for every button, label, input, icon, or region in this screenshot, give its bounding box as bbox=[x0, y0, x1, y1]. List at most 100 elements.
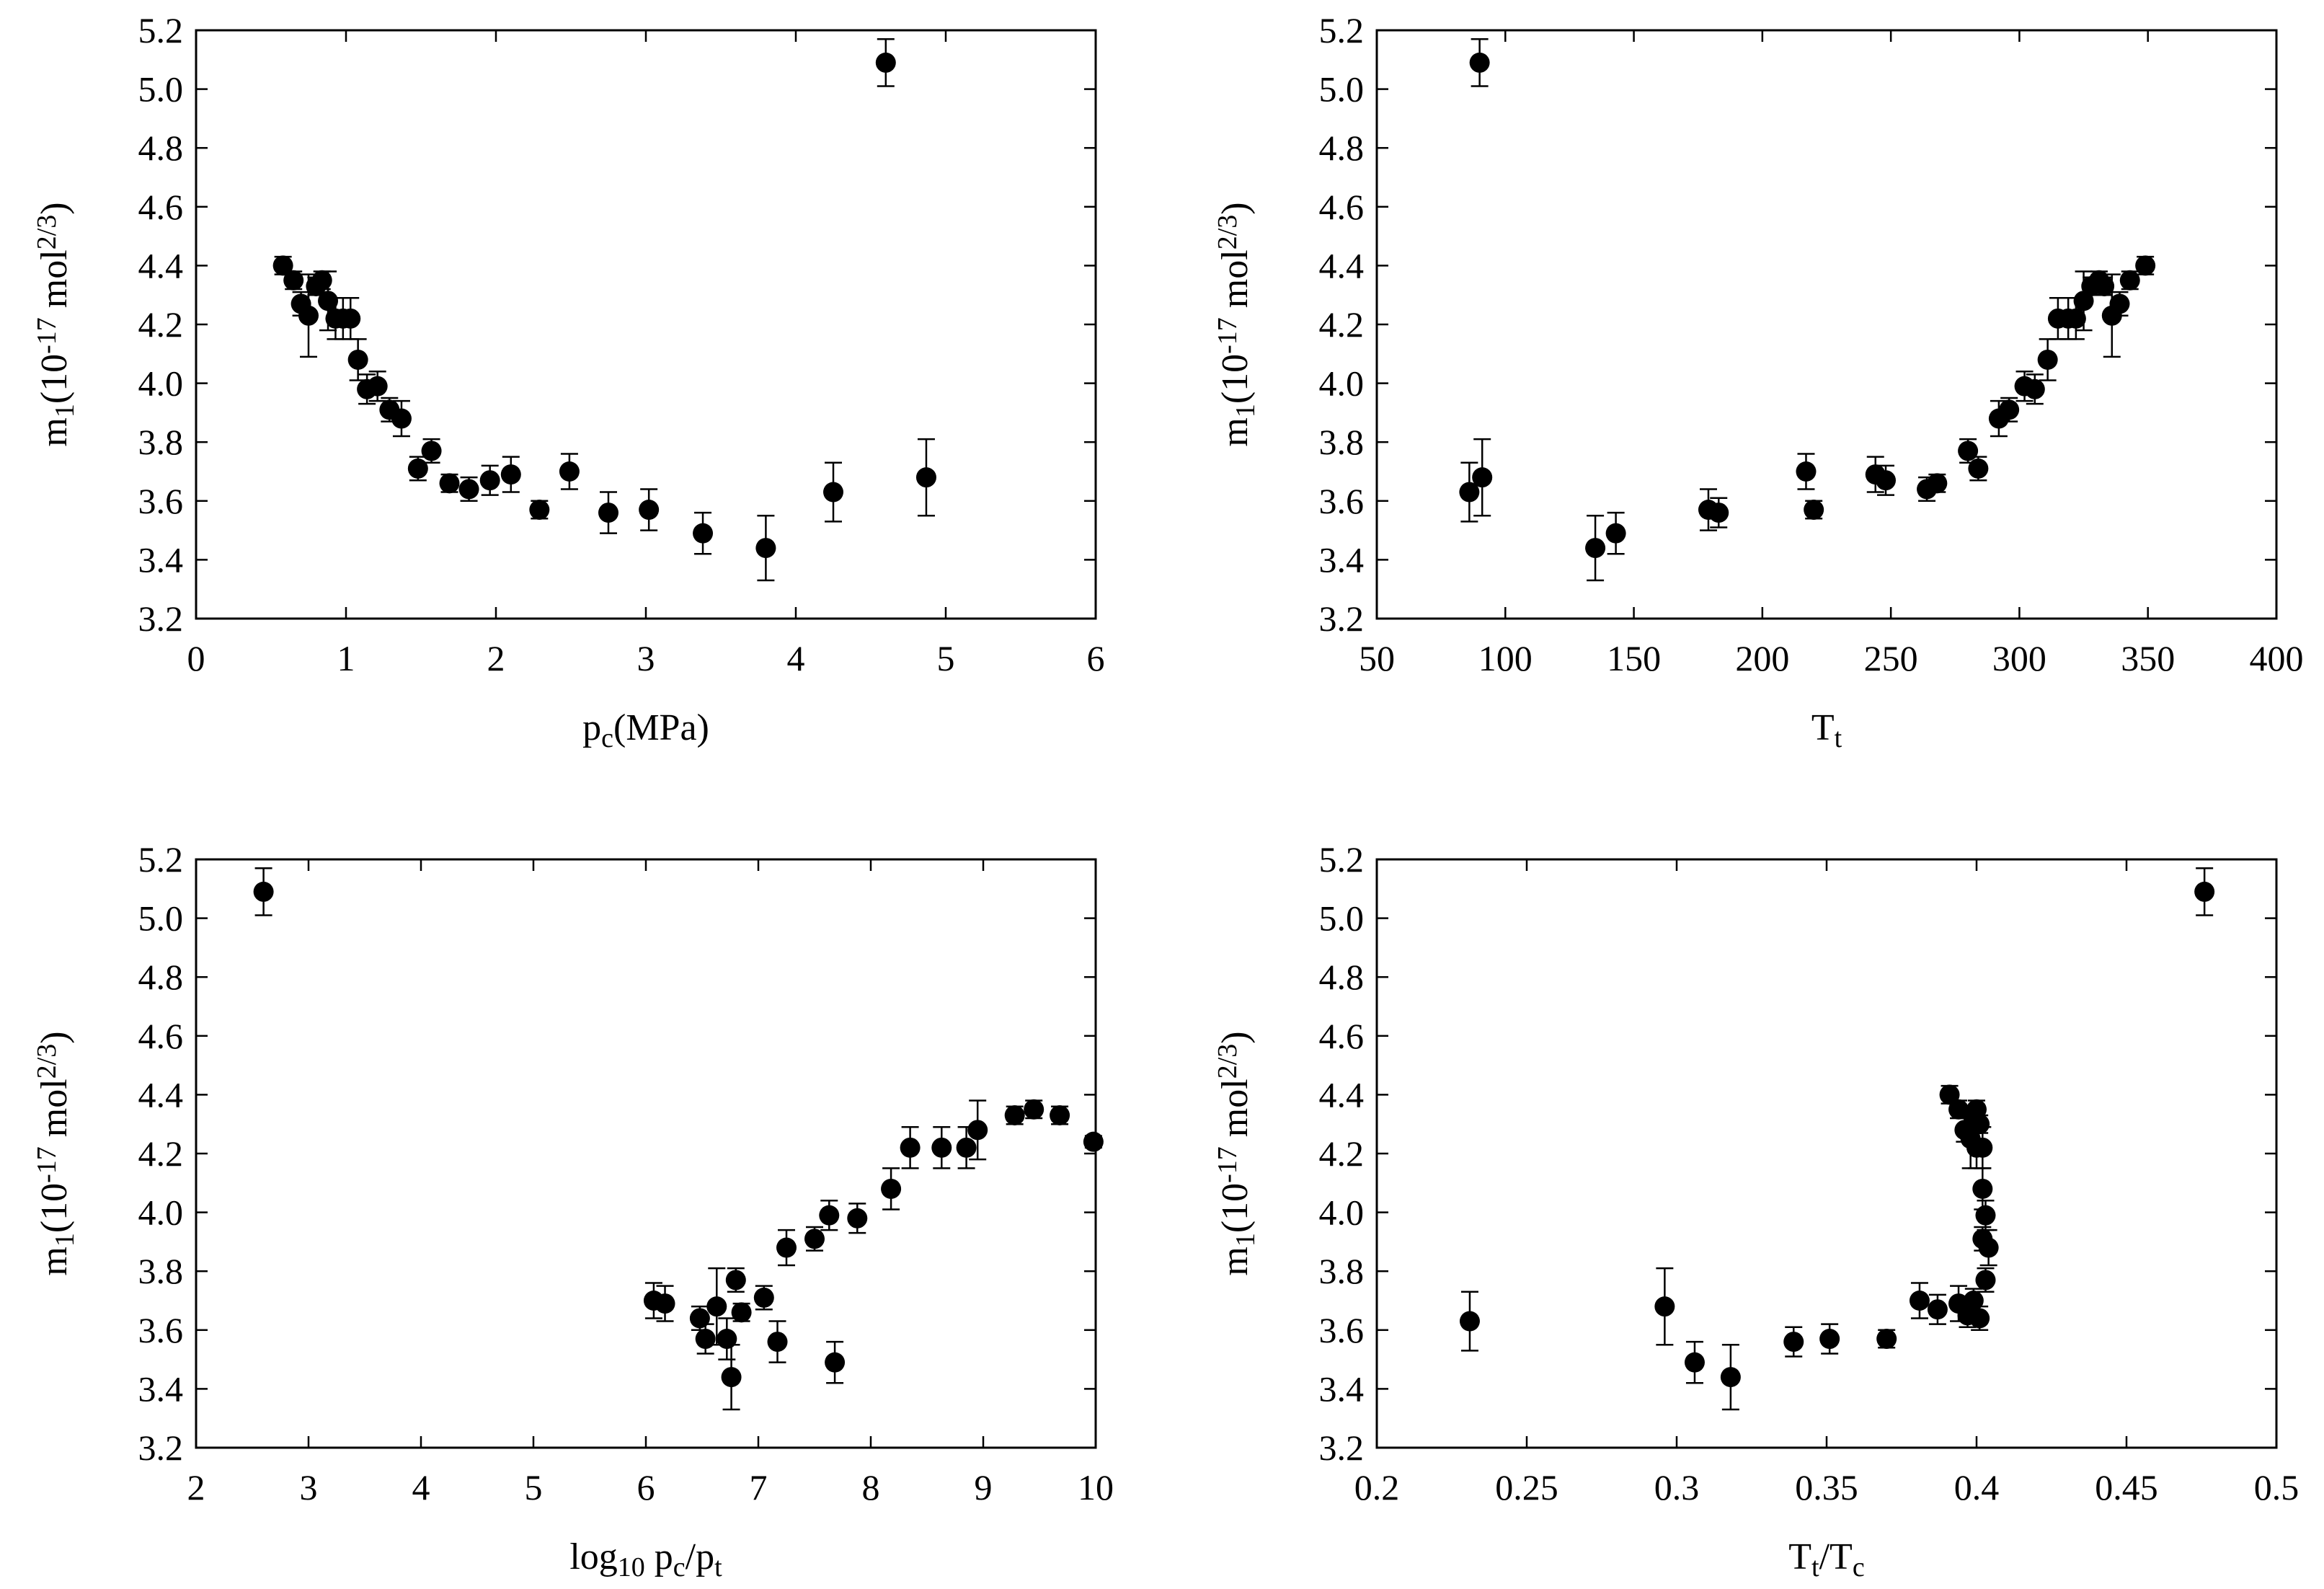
x-tick-label: 6 bbox=[1087, 638, 1105, 678]
x-tick-label: 3 bbox=[637, 638, 655, 678]
data-marker bbox=[2109, 293, 2130, 314]
x-tick-label: 1 bbox=[337, 638, 355, 678]
y-tick-label: 4.6 bbox=[138, 1016, 184, 1056]
plot-frame bbox=[1375, 858, 2278, 1449]
data-marker bbox=[755, 538, 776, 559]
data-point bbox=[598, 491, 618, 534]
data-point bbox=[479, 464, 500, 496]
data-marker bbox=[439, 473, 460, 494]
data-marker bbox=[915, 467, 936, 488]
axis-label-part: ) bbox=[1215, 1031, 1256, 1043]
data-point bbox=[1876, 1329, 1897, 1350]
x-axis-label: log10 pc/pt bbox=[569, 1536, 722, 1583]
data-marker bbox=[1050, 1105, 1070, 1125]
axis-label-part: mol bbox=[34, 249, 75, 317]
x-tick-label: 400 bbox=[2250, 638, 2304, 678]
axis-label-part: T bbox=[1788, 1536, 1811, 1577]
x-tick-label: 0.5 bbox=[2254, 1467, 2299, 1508]
axis-label-part: (10 bbox=[1215, 354, 1256, 404]
data-point bbox=[1927, 473, 1948, 494]
data-marker bbox=[1783, 1332, 1804, 1353]
axis-label-part: 1 bbox=[50, 1233, 80, 1247]
data-marker bbox=[881, 1178, 902, 1199]
data-marker bbox=[1876, 470, 1897, 491]
data-point bbox=[639, 488, 660, 531]
x-tick-label: 200 bbox=[1735, 638, 1789, 678]
x-tick-label: 6 bbox=[637, 1467, 655, 1508]
y-tick-label: 3.4 bbox=[138, 539, 184, 580]
data-marker bbox=[1972, 1178, 1993, 1199]
x-tick-label: 8 bbox=[862, 1467, 880, 1508]
data-point bbox=[823, 461, 843, 523]
data-marker bbox=[639, 500, 660, 521]
data-marker bbox=[725, 1270, 746, 1291]
data-marker bbox=[2119, 270, 2140, 291]
y-tick-label: 3.6 bbox=[1319, 481, 1365, 521]
y-tick-label: 3.2 bbox=[1319, 598, 1365, 639]
data-point bbox=[1585, 514, 1606, 582]
data-marker bbox=[875, 52, 896, 73]
data-marker bbox=[1720, 1367, 1741, 1388]
x-tick-label: 2 bbox=[187, 1467, 205, 1508]
axis-label-part: 2/3 bbox=[32, 1044, 62, 1079]
data-marker bbox=[695, 1329, 716, 1350]
data-point bbox=[311, 270, 332, 291]
data-point bbox=[1978, 1229, 1999, 1267]
axis-label-part: ) bbox=[34, 202, 75, 214]
data-point bbox=[407, 456, 428, 482]
axis-label-part: (10 bbox=[1215, 1183, 1256, 1233]
y-tick-label: 4.2 bbox=[138, 1133, 184, 1174]
axis-label-part: (10 bbox=[34, 1183, 75, 1233]
axis-label-part: 10 bbox=[618, 1552, 645, 1583]
axis-label-part: m bbox=[1215, 417, 1256, 446]
data-point bbox=[1720, 1343, 1741, 1411]
data-point bbox=[1804, 500, 1824, 521]
y-tick-label: 5.0 bbox=[1319, 69, 1365, 110]
data-point bbox=[1969, 1305, 1990, 1332]
x-tick-label: 300 bbox=[1992, 638, 2046, 678]
data-marker bbox=[1876, 1329, 1897, 1350]
data-point bbox=[2119, 270, 2140, 291]
data-marker bbox=[1972, 1137, 1993, 1158]
data-point bbox=[693, 511, 714, 555]
x-tick-label: 0.4 bbox=[1954, 1467, 2000, 1508]
data-marker bbox=[283, 270, 304, 291]
y-tick-label: 5.0 bbox=[138, 69, 184, 110]
data-marker bbox=[1975, 1270, 1996, 1291]
data-marker bbox=[1963, 1291, 1984, 1311]
axis-label-part: T bbox=[1811, 707, 1835, 748]
y-tick-label: 5.0 bbox=[138, 898, 184, 939]
chart-panel-triple-temperature: 50 100 150 200 250 300 350 400 3.2 3.4 3.6 3.8 4.0 4.… bbox=[1212, 10, 2304, 753]
data-marker bbox=[1999, 399, 2020, 420]
data-marker bbox=[1969, 1114, 1990, 1135]
data-point bbox=[1459, 461, 1480, 523]
x-tick-label: 3 bbox=[300, 1467, 318, 1508]
y-tick-label: 3.8 bbox=[138, 1251, 184, 1291]
data-point bbox=[318, 270, 339, 332]
axis-label-part: mol bbox=[34, 1079, 75, 1146]
y-tick-label: 4.8 bbox=[138, 128, 184, 168]
data-marker bbox=[1804, 500, 1824, 521]
data-point bbox=[731, 1302, 752, 1323]
y-tick-label: 5.2 bbox=[1319, 839, 1365, 880]
axis-label-part: (MPa) bbox=[613, 707, 709, 748]
data-point bbox=[819, 1200, 840, 1231]
axis-label-part: -17 bbox=[32, 317, 62, 354]
data-marker bbox=[823, 482, 843, 503]
axis-label-part: p bbox=[645, 1536, 673, 1577]
data-point bbox=[1969, 1114, 1990, 1135]
data-point bbox=[1783, 1326, 1804, 1358]
data-point bbox=[825, 1340, 846, 1384]
data-marker bbox=[931, 1137, 952, 1158]
data-marker bbox=[1654, 1296, 1675, 1317]
data-marker bbox=[689, 1308, 710, 1329]
data-marker bbox=[2065, 308, 2086, 329]
axis-label-part: ) bbox=[1215, 202, 1256, 214]
data-marker bbox=[731, 1302, 752, 1323]
x-tick-label: 0.45 bbox=[2095, 1467, 2158, 1508]
axis-label-part: 2/3 bbox=[32, 215, 62, 250]
x-axis-label: Tt bbox=[1811, 707, 1842, 753]
data-point bbox=[1796, 453, 1817, 490]
data-point bbox=[931, 1126, 952, 1169]
y-axis-label: m1(10-17 mol2/3) bbox=[1212, 202, 1261, 446]
